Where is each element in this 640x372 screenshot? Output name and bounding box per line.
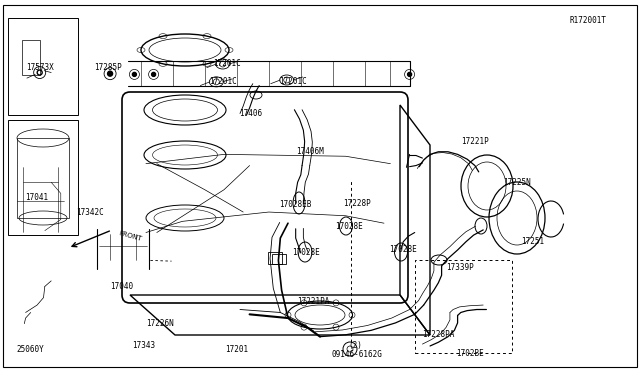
Text: R172001T: R172001T bbox=[569, 16, 606, 25]
Text: 17251: 17251 bbox=[521, 237, 544, 246]
Text: 17201C: 17201C bbox=[279, 77, 307, 86]
Bar bbox=[268, 252, 282, 264]
Text: 17406: 17406 bbox=[239, 109, 262, 118]
Text: 17221PA: 17221PA bbox=[298, 297, 330, 306]
Text: 17221P: 17221P bbox=[461, 137, 489, 146]
Bar bbox=[22, 40, 40, 75]
Text: 17573X: 17573X bbox=[26, 63, 54, 72]
Text: 17226N: 17226N bbox=[146, 319, 174, 328]
Text: 17228P: 17228P bbox=[343, 199, 371, 208]
Text: 17285P: 17285P bbox=[93, 63, 122, 72]
Text: 17040: 17040 bbox=[110, 282, 133, 291]
Text: (2): (2) bbox=[348, 341, 362, 350]
Text: FRONT: FRONT bbox=[118, 230, 142, 242]
Bar bbox=[8, 18, 78, 115]
Text: 17342C: 17342C bbox=[76, 208, 104, 217]
Text: 17228PA: 17228PA bbox=[422, 330, 454, 339]
Circle shape bbox=[132, 73, 136, 76]
Bar bbox=[8, 120, 78, 235]
Text: 17028E: 17028E bbox=[292, 248, 320, 257]
Text: 17201C: 17201C bbox=[209, 77, 237, 86]
Text: 17028E: 17028E bbox=[335, 222, 363, 231]
Text: 17028E: 17028E bbox=[389, 246, 417, 254]
Text: 17201C: 17201C bbox=[213, 59, 241, 68]
Text: 17201: 17201 bbox=[225, 345, 248, 354]
Text: 1702BE: 1702BE bbox=[456, 349, 484, 358]
Circle shape bbox=[108, 71, 113, 76]
Text: 17343: 17343 bbox=[132, 341, 156, 350]
Text: 25060Y: 25060Y bbox=[17, 345, 45, 354]
Text: 09146-6162G: 09146-6162G bbox=[332, 350, 383, 359]
Text: 17028EB: 17028EB bbox=[280, 200, 312, 209]
Text: 17406M: 17406M bbox=[296, 147, 324, 156]
Circle shape bbox=[408, 73, 412, 76]
Text: 17041: 17041 bbox=[26, 193, 49, 202]
Text: 17339P: 17339P bbox=[445, 263, 474, 272]
Circle shape bbox=[152, 73, 156, 76]
Bar bbox=[272, 254, 286, 264]
Bar bbox=[17, 138, 69, 218]
Text: 17225N: 17225N bbox=[503, 178, 531, 187]
